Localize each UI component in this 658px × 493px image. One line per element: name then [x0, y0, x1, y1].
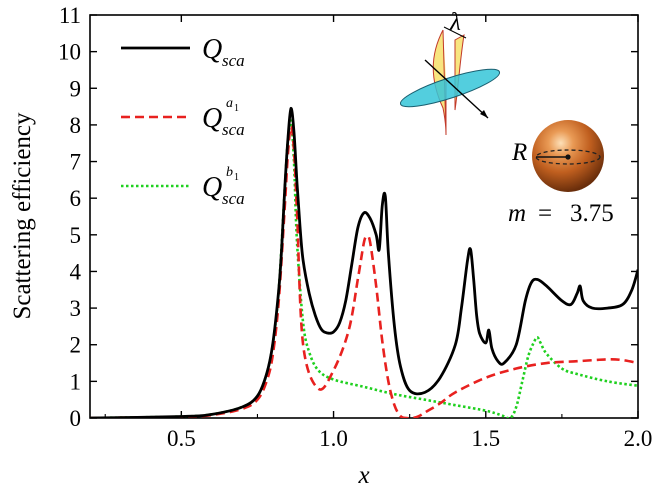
y-tick-label: 10 — [58, 40, 81, 65]
legend-label-sup-index: 1 — [234, 103, 239, 114]
electric-field-wave-2 — [454, 34, 465, 111]
sphere-equator — [535, 149, 601, 165]
y-tick-label: 4 — [70, 259, 82, 284]
index-symbol: m — [508, 200, 526, 227]
x-axis-title: x — [357, 462, 369, 489]
propagation-arrow — [424, 59, 489, 119]
propagation-arrowhead — [480, 110, 488, 118]
legend-label-sub: sca — [222, 189, 245, 208]
x-tick-label: 1.5 — [471, 426, 500, 451]
index-value: 3.75 — [570, 200, 614, 227]
y-tick-label: 1 — [70, 369, 82, 394]
wavelength-bracket — [443, 26, 467, 39]
y-tick-label: 11 — [59, 3, 81, 28]
series-line-0 — [90, 107, 638, 418]
refractive-index-label: m = 3.75 — [508, 200, 614, 227]
sphere-illustration: R — [511, 120, 604, 192]
series-line-1 — [90, 125, 638, 418]
y-tick-label: 6 — [70, 186, 82, 211]
legend-label-sub: sca — [222, 51, 245, 70]
y-axis-title: Scattering efficiency — [9, 112, 36, 320]
magnetic-field-wave — [399, 68, 501, 108]
x-tick-label: 1.0 — [319, 426, 348, 451]
y-tick-label: 9 — [70, 76, 82, 101]
legend-label-sub: sca — [222, 120, 245, 139]
y-tick-label: 3 — [70, 296, 82, 321]
wavelength-symbol: λ — [449, 9, 461, 36]
legend-label-main: Q — [202, 103, 222, 134]
series-layer — [90, 107, 638, 418]
index-equals: = — [538, 200, 552, 227]
legend-label-sup-index: 1 — [234, 172, 239, 183]
plot-frame — [89, 14, 639, 419]
legend-label-main: Q — [202, 34, 222, 65]
polarized-wave-illustration: λ — [399, 9, 501, 136]
legend-label-main: Q — [202, 172, 222, 203]
y-tick-label: 8 — [70, 113, 82, 138]
x-tick-label: 2.0 — [624, 426, 653, 451]
legend-label-sup: a — [226, 96, 233, 111]
y-tick-label: 5 — [70, 223, 82, 248]
y-tick-label: 0 — [70, 406, 82, 431]
radius-label: R — [511, 139, 527, 166]
legend-label-sup: b — [226, 165, 233, 180]
y-tick-label: 7 — [70, 150, 82, 175]
sphere-center — [565, 154, 571, 160]
x-axis-ticks: 0.5 1.0 1.5 2.0 — [104, 15, 653, 451]
y-tick-label: 2 — [70, 333, 82, 358]
x-tick-label: 0.5 — [167, 426, 196, 451]
